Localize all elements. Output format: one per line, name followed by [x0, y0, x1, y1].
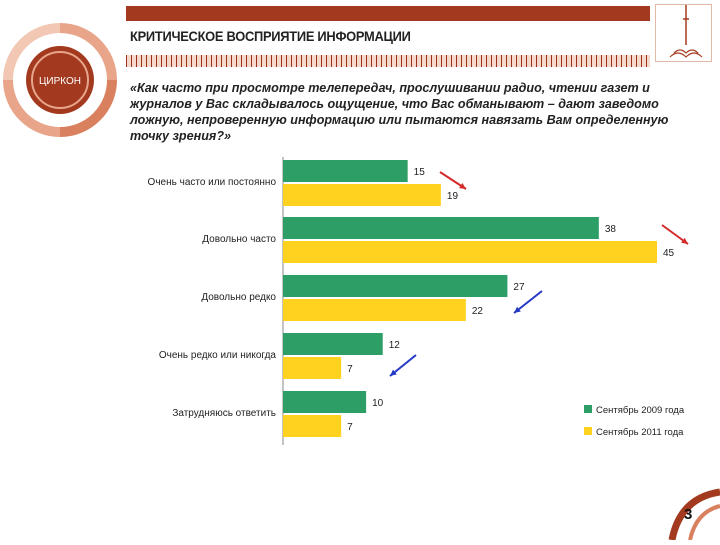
data-label: 7 [347, 422, 353, 433]
bar-2011 [283, 415, 342, 437]
logo-text: ЦИРКОН [39, 76, 81, 87]
header-bar [126, 6, 650, 21]
legend-swatch [584, 405, 592, 413]
data-label: 38 [605, 224, 617, 235]
bar-2011 [283, 184, 441, 206]
data-label: 19 [447, 191, 459, 202]
bar-2011 [283, 357, 342, 379]
trend-arrowhead-icon [681, 237, 688, 244]
company-logo: ЦИРКОН [3, 23, 117, 137]
header-corner-box [655, 4, 712, 62]
page-corner [650, 488, 720, 541]
category-label: Очень часто или постоянно [148, 177, 277, 188]
bar-2011 [283, 299, 466, 321]
decorative-drop-icon [669, 5, 703, 58]
bar-2009 [283, 333, 383, 355]
bar-2009 [283, 160, 408, 182]
category-label: Очень редко или никогда [159, 350, 277, 361]
survey-question: «Как часто при просмотре телепередач, пр… [130, 81, 669, 143]
page-title: КРИТИЧЕСКОЕ ВОСПРИЯТИЕ ИНФОРМАЦИИ [130, 28, 411, 44]
category-label: Довольно часто [202, 234, 276, 245]
data-label: 45 [663, 248, 675, 259]
data-label: 22 [472, 306, 484, 317]
category-label: Довольно редко [201, 292, 276, 303]
data-label: 15 [414, 167, 426, 178]
trend-arrowhead-icon [390, 369, 397, 376]
decorative-tick-strip [126, 55, 650, 67]
data-label: 27 [513, 282, 525, 293]
bar-2011 [283, 241, 657, 263]
bar-2009 [283, 275, 508, 297]
bar-2009 [283, 217, 599, 239]
legend-swatch [584, 427, 592, 435]
trend-arrowhead-icon [514, 306, 521, 313]
legend-entry: Сентябрь 2009 года [596, 405, 685, 416]
logo-swirl-icon [3, 23, 117, 137]
page-number: 3 [684, 506, 693, 523]
trend-arrowhead-icon [459, 183, 466, 189]
page-corner-swirl-icon [668, 488, 720, 541]
data-label: 10 [372, 398, 384, 409]
category-label: Затрудняюсь ответить [172, 408, 276, 419]
data-label: 7 [347, 364, 353, 375]
legend-entry: Сентябрь 2011 года [596, 427, 684, 438]
data-label: 12 [389, 340, 401, 351]
bar-2009 [283, 391, 367, 413]
